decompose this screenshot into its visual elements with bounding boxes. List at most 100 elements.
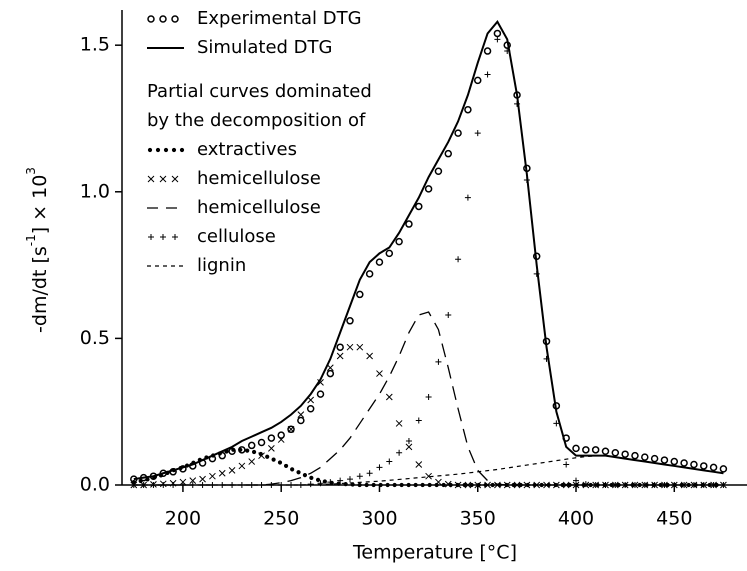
data-point [396,449,403,456]
data-point [257,438,266,447]
data-point [563,461,570,468]
data-point [346,343,354,351]
y-tick-label: 0.5 [80,327,110,349]
data-point [582,446,590,454]
data-point [405,220,413,228]
data-point [209,472,216,480]
data-point [464,194,471,201]
data-point [444,149,453,158]
data-point [533,481,541,489]
data-point [248,458,256,465]
data-point [415,417,422,424]
data-point [573,477,580,484]
data-point [356,473,363,480]
data-point [277,436,285,443]
data-point [671,482,678,488]
data-point [553,481,560,489]
data-point [592,482,599,488]
legend-symbol [171,15,179,23]
data-point [327,479,334,486]
data-point [680,459,688,467]
data-point [473,76,482,85]
data-point [523,177,530,184]
data-point [317,480,324,487]
data-point [366,352,373,360]
data-point [622,482,629,488]
legend-label: hemicellulose [197,197,321,218]
data-point [218,469,226,477]
data-point [464,481,472,489]
data-point [484,481,491,489]
data-point [670,457,679,466]
y-label-part: -dm/dt [s [29,246,51,333]
data-point [572,444,580,453]
data-point [336,343,344,351]
data-point [591,446,600,454]
data-point [650,454,659,463]
data-point [297,416,305,425]
x-tick-label: 250 [263,508,299,530]
data-point [690,460,698,469]
data-point [317,379,324,386]
data-point [346,476,353,483]
data-point [435,478,442,486]
data-point [719,465,728,473]
x-tick-label: 300 [361,508,397,530]
data-point [641,482,648,488]
legend-symbol [147,15,155,23]
x-tick-label: 350 [460,508,496,530]
data-point [631,482,638,488]
data-point [297,411,305,418]
data-point [454,481,462,489]
data-point [277,431,285,439]
data-point [385,249,394,258]
data-point [267,434,276,442]
data-point [572,481,580,489]
data-point [464,105,472,114]
data-point [356,290,364,299]
data-point [415,202,423,211]
x-axis-label: Temperature [°C] [352,542,517,564]
data-point [405,443,413,451]
data-point [336,352,344,360]
data-point [602,482,609,488]
data-point [425,394,432,401]
data-point [709,463,718,472]
data-point [385,393,393,401]
data-point [454,129,462,137]
data-point [326,364,334,372]
data-point [366,470,373,477]
data-point [376,370,383,377]
data-point [376,464,383,471]
y-axis-label: -dm/dt [s-1] × 103 [24,167,51,333]
y-label-sup: 3 [24,167,38,175]
data-point [651,482,658,488]
data-point [375,258,384,266]
data-point [553,420,560,427]
legend-symbol [147,175,155,183]
data-point [287,425,295,433]
data-point [611,448,620,457]
y-tick-label: 1.0 [80,180,110,202]
data-point [690,482,697,488]
data-point [326,369,335,378]
data-point [681,482,688,488]
data-point [189,477,197,484]
x-tick-label: 200 [165,508,201,530]
data-point [247,441,256,450]
data-point [700,482,707,488]
data-point [395,420,403,427]
data-point [514,100,521,107]
legend-symbol [160,234,166,240]
data-point [228,466,236,474]
data-point [365,270,374,278]
data-point [425,472,432,480]
data-point [543,355,550,362]
data-point [337,477,344,484]
data-point [483,47,492,55]
data-point [504,48,511,55]
data-point [306,405,315,413]
data-point [405,438,412,445]
data-point [199,475,206,483]
data-point [444,480,452,488]
